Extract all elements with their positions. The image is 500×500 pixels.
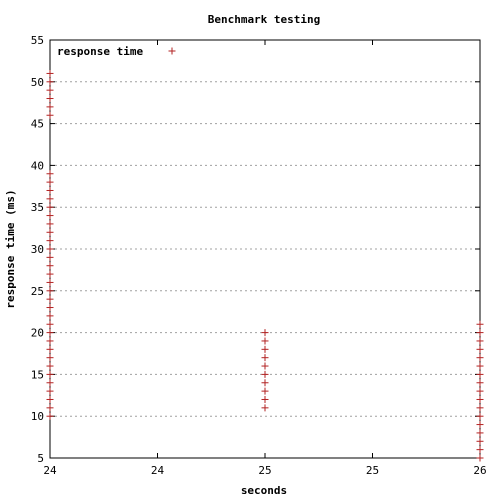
data-point (476, 362, 484, 370)
data-point (476, 454, 484, 462)
data-point (46, 329, 54, 337)
data-point (46, 395, 54, 403)
x-tick-label: 24 (151, 464, 165, 477)
data-point (46, 86, 54, 94)
data-point (46, 103, 54, 111)
data-point (46, 320, 54, 328)
data-points (46, 69, 484, 462)
y-tick-label: 50 (31, 76, 44, 89)
data-point (46, 379, 54, 387)
y-tick-label: 55 (31, 34, 44, 47)
y-tick-label: 5 (37, 452, 44, 465)
legend-marker-symbol (168, 47, 176, 55)
data-point (261, 395, 269, 403)
data-point (46, 245, 54, 253)
x-tick-label: 24 (43, 464, 57, 477)
data-point (46, 69, 54, 77)
data-point (46, 178, 54, 186)
axis-ticks: 5 10 15 20 25 30 35 40 45 50 55 24 24 25 25 26 (31, 34, 487, 477)
legend-marker (168, 47, 176, 55)
data-point (46, 111, 54, 119)
data-point (261, 370, 269, 378)
data-point (46, 404, 54, 412)
data-point (46, 203, 54, 211)
data-point (261, 387, 269, 395)
y-tick-label: 30 (31, 243, 44, 256)
data-point (46, 345, 54, 353)
data-point (46, 78, 54, 86)
data-point (261, 404, 269, 412)
y-tick-label: 45 (31, 118, 44, 131)
data-point (261, 337, 269, 345)
y-tick-label: 40 (31, 159, 44, 172)
data-point (46, 370, 54, 378)
data-point (46, 337, 54, 345)
x-tick-label: 26 (473, 464, 486, 477)
data-point (476, 446, 484, 454)
data-point (261, 379, 269, 387)
data-point (261, 362, 269, 370)
data-point (46, 95, 54, 103)
data-point (46, 312, 54, 320)
data-point (476, 412, 484, 420)
data-point (476, 404, 484, 412)
legend: response time (57, 45, 176, 58)
data-point (46, 186, 54, 194)
data-point (46, 304, 54, 312)
data-point (46, 362, 54, 370)
y-tick-label: 20 (31, 327, 44, 340)
data-point (261, 345, 269, 353)
data-point (476, 329, 484, 337)
y-tick-label: 25 (31, 285, 44, 298)
data-point (476, 345, 484, 353)
data-point (476, 395, 484, 403)
data-point (46, 412, 54, 420)
data-point (476, 370, 484, 378)
y-tick-label: 15 (31, 368, 44, 381)
data-point (476, 429, 484, 437)
data-point (476, 421, 484, 429)
data-point (46, 278, 54, 286)
x-tick-label: 25 (366, 464, 379, 477)
y-axis-label: response time (ms) (4, 189, 17, 308)
legend-label: response time (57, 45, 143, 58)
data-point (476, 387, 484, 395)
data-point (476, 379, 484, 387)
y-tick-label: 35 (31, 201, 44, 214)
data-point (46, 387, 54, 395)
data-point (476, 354, 484, 362)
data-point (476, 437, 484, 445)
data-point (46, 253, 54, 261)
data-point (46, 262, 54, 270)
data-point (261, 354, 269, 362)
x-axis-label: seconds (241, 484, 287, 497)
data-point (476, 320, 484, 328)
x-tick-label: 25 (258, 464, 271, 477)
data-point (261, 329, 269, 337)
data-point (46, 170, 54, 178)
y-tick-label: 10 (31, 410, 44, 423)
data-point (46, 237, 54, 245)
data-point (46, 287, 54, 295)
data-point (46, 212, 54, 220)
data-point (46, 354, 54, 362)
data-point (46, 195, 54, 203)
chart-title: Benchmark testing (208, 13, 321, 26)
data-point (46, 228, 54, 236)
data-point (46, 295, 54, 303)
data-point (46, 220, 54, 228)
data-point (46, 270, 54, 278)
data-point (476, 337, 484, 345)
